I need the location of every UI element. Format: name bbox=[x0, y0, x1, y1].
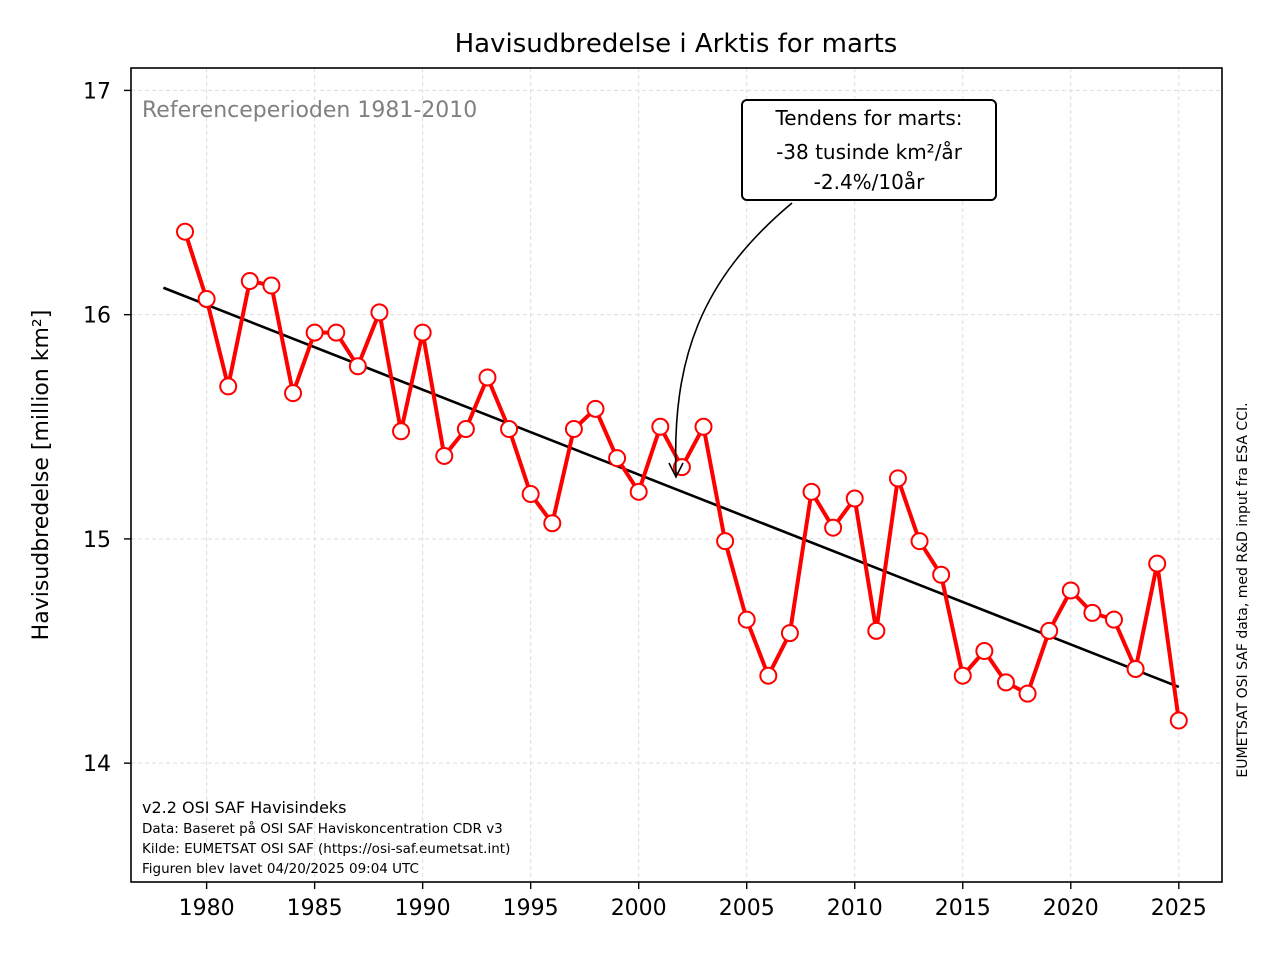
trend-annotation: Tendens for marts: -38 tusinde km²/år -2… bbox=[668, 99, 997, 479]
data-point bbox=[284, 384, 303, 403]
footer-created: Figuren blev lavet 04/20/2025 09:04 UTC bbox=[142, 861, 419, 877]
data-point bbox=[910, 532, 929, 551]
data-point bbox=[737, 610, 756, 629]
x-tick-label: 1980 bbox=[179, 896, 235, 921]
data-point bbox=[435, 446, 454, 465]
annotation-arrowhead bbox=[668, 462, 684, 479]
data-point bbox=[867, 621, 886, 640]
series-layer bbox=[176, 222, 1188, 730]
data-point bbox=[1126, 659, 1145, 678]
data-point bbox=[608, 449, 627, 468]
data-point bbox=[694, 417, 713, 436]
trend-line-layer bbox=[162, 286, 1180, 689]
data-point bbox=[1061, 581, 1080, 600]
data-point bbox=[629, 482, 648, 501]
data-point bbox=[1104, 610, 1123, 629]
y-tick-label: 15 bbox=[83, 528, 111, 553]
data-point bbox=[564, 420, 583, 439]
data-point bbox=[932, 565, 951, 584]
plot-frame bbox=[130, 67, 1223, 883]
x-tick-label: 2010 bbox=[827, 896, 883, 921]
data-point bbox=[845, 489, 864, 508]
x-tick-label: 2005 bbox=[719, 896, 775, 921]
chart-title: Havisudbredelse i Arktis for marts bbox=[455, 29, 898, 59]
footer-source: Kilde: EUMETSAT OSI SAF (https://osi-saf… bbox=[142, 841, 510, 857]
data-point bbox=[219, 377, 238, 396]
x-tick-label: 2015 bbox=[935, 896, 991, 921]
side-credit: EUMETSAT OSI SAF data, med R&D input fra… bbox=[1235, 402, 1251, 777]
reference-period-text: Referenceperioden 1981-2010 bbox=[142, 98, 477, 123]
data-point bbox=[780, 624, 799, 643]
data-point bbox=[176, 222, 195, 241]
data-point bbox=[413, 323, 432, 342]
y-tick-label: 17 bbox=[83, 79, 111, 104]
x-tick-label: 1985 bbox=[287, 896, 343, 921]
data-point bbox=[759, 666, 778, 685]
data-point bbox=[824, 518, 843, 537]
x-tick-label: 2020 bbox=[1043, 896, 1099, 921]
footer-version: v2.2 OSI SAF Havisindeks bbox=[142, 798, 347, 817]
data-point bbox=[392, 422, 411, 441]
footer-notes: v2.2 OSI SAF Havisindeks Data: Baseret p… bbox=[142, 798, 510, 877]
data-point bbox=[672, 458, 691, 477]
annotation-arrow bbox=[674, 202, 793, 476]
annotation-line-3: -2.4%/10år bbox=[814, 170, 925, 194]
x-tick-label: 1990 bbox=[395, 896, 451, 921]
axis-ticks: 1980 1985 1990 1995 2000 2005 2010 2015 2020 2025… bbox=[83, 79, 1207, 921]
data-point bbox=[1169, 711, 1188, 730]
trend-line bbox=[162, 286, 1180, 689]
footer-data: Data: Baseret på OSI SAF Haviskoncentrat… bbox=[142, 820, 503, 837]
data-point bbox=[888, 469, 907, 488]
data-point bbox=[500, 420, 519, 439]
data-point bbox=[996, 673, 1015, 692]
data-point bbox=[1040, 621, 1059, 640]
annotation-line-2: -38 tusinde km²/år bbox=[776, 140, 963, 164]
y-tick-label: 16 bbox=[83, 304, 111, 329]
data-point bbox=[348, 357, 367, 376]
data-point bbox=[370, 303, 389, 322]
annotation-box bbox=[741, 99, 997, 201]
data-point bbox=[543, 514, 562, 533]
data-point bbox=[327, 323, 346, 342]
data-point bbox=[716, 532, 735, 551]
y-axis-label: Havisudbredelse [million km²] bbox=[29, 310, 54, 641]
data-point bbox=[953, 666, 972, 685]
data-point bbox=[1083, 603, 1102, 622]
data-point bbox=[586, 399, 605, 418]
x-tick-label: 2000 bbox=[611, 896, 667, 921]
y-tick-label: 14 bbox=[83, 752, 111, 777]
data-point bbox=[197, 289, 216, 308]
annotation-line-1: Tendens for marts: bbox=[774, 106, 962, 130]
data-point bbox=[1018, 684, 1037, 703]
data-point bbox=[802, 482, 821, 501]
data-point bbox=[456, 420, 475, 439]
x-tick-label: 2025 bbox=[1151, 896, 1207, 921]
data-point bbox=[1148, 554, 1167, 573]
data-point bbox=[521, 485, 540, 504]
data-point bbox=[651, 417, 670, 436]
data-point bbox=[478, 368, 497, 387]
data-point bbox=[975, 642, 994, 661]
x-tick-label: 1995 bbox=[503, 896, 559, 921]
data-point bbox=[262, 276, 281, 295]
data-point bbox=[240, 272, 259, 291]
data-point bbox=[305, 323, 324, 342]
